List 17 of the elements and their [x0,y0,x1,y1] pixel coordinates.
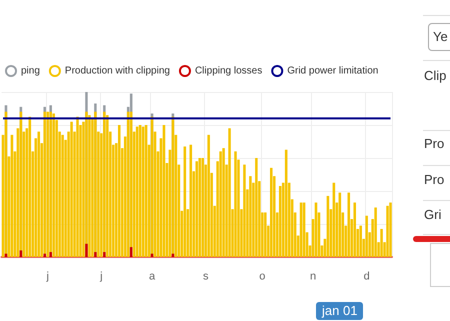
x-tick-label: a [148,270,156,282]
x-tick-label: o [259,270,266,282]
x-tick-label: d [364,270,370,282]
text: Clip [424,68,446,83]
legend-label: Grid power limitation [287,66,378,76]
legend-label: ping [21,66,40,76]
text: Ye [433,29,448,44]
x-tick-label: s [202,270,209,282]
text: Pro [424,172,444,187]
x-tick-label: n [310,270,316,282]
legend-label: Clipping losses [194,66,262,76]
text: Gri [424,207,442,222]
text: Pro [424,136,444,151]
legend-label: Production with clipping [64,66,170,76]
text: jan 01 [316,302,364,320]
x-tick-label: j [99,270,103,282]
x-tick-label: j [45,270,49,282]
